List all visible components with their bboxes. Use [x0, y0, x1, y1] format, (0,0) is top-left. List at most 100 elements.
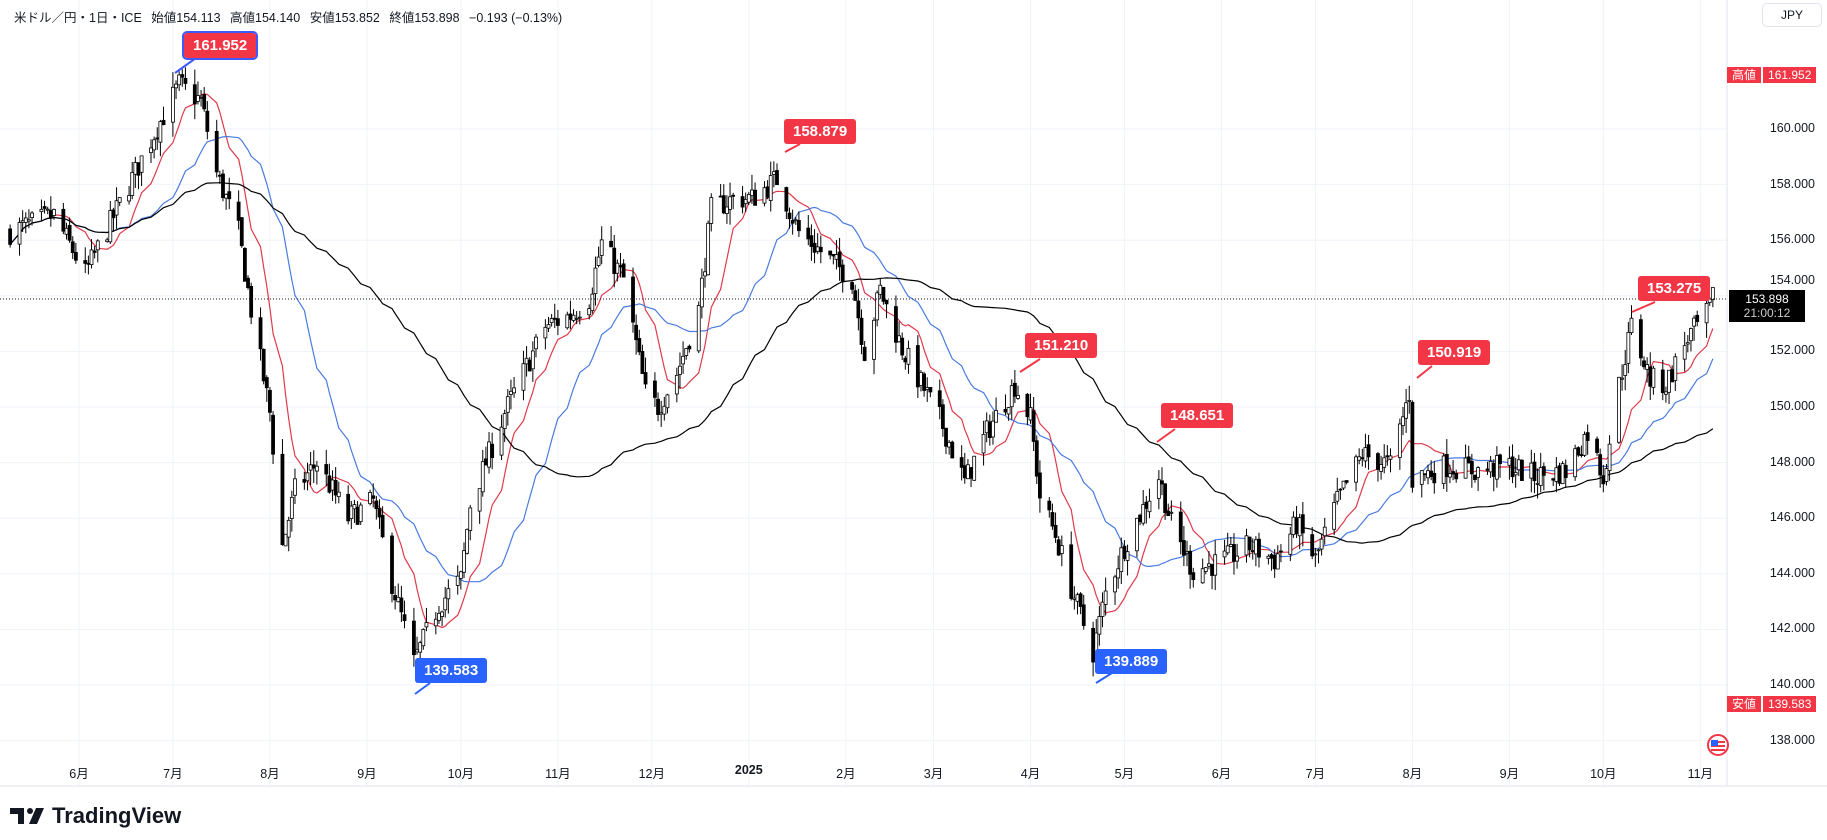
symbol-title[interactable]: 米ドル／円・1日・ICE: [14, 11, 142, 25]
brand-name: TradingView: [52, 803, 182, 828]
candle-down: [1444, 453, 1449, 478]
candle-up: [1617, 376, 1621, 443]
tradingview-logo[interactable]: TradingView: [10, 803, 181, 829]
candle-down: [1144, 501, 1149, 509]
candle-up: [502, 413, 507, 429]
candle-down: [333, 479, 338, 496]
candle-up: [133, 162, 138, 175]
candle-down: [1163, 483, 1168, 514]
candle-up: [368, 492, 372, 505]
candle-down: [653, 380, 657, 398]
candle-up: [1103, 590, 1108, 605]
candle-down: [1257, 538, 1261, 558]
candle-up: [972, 455, 977, 481]
us-flag-icon[interactable]: [1707, 734, 1729, 756]
candle-down: [239, 217, 244, 247]
candle-down: [856, 300, 861, 319]
candle-up: [1125, 551, 1130, 561]
candle-up: [1607, 443, 1612, 472]
last-price-label: 153.898 21:00:12: [1729, 290, 1805, 322]
candle-down: [1300, 514, 1305, 534]
candle-up: [424, 622, 429, 628]
candle-down: [775, 170, 779, 186]
candle-up: [1582, 434, 1587, 456]
candle-up: [177, 74, 182, 86]
candle-up: [1028, 407, 1033, 421]
candle-up: [455, 575, 460, 586]
candle-up: [543, 326, 548, 339]
callout-pointer: [784, 143, 801, 153]
callout-high[interactable]: 161.952: [181, 31, 259, 60]
price-tick: 156.000: [1769, 232, 1815, 247]
candle-up: [1507, 458, 1512, 466]
high-price-tag: 高値 161.952: [1727, 67, 1817, 83]
candle-up: [681, 355, 685, 365]
candle-down: [1551, 478, 1556, 481]
time-tick: 5月: [1114, 767, 1135, 781]
candle-up: [462, 550, 466, 573]
candle-up: [289, 496, 294, 519]
candle-down: [280, 453, 285, 545]
candle-up: [1072, 597, 1077, 600]
candle-up: [45, 208, 50, 211]
currency-button[interactable]: JPY: [1762, 3, 1822, 27]
candle-down: [180, 74, 185, 78]
candle-up: [196, 95, 200, 102]
candle-down: [621, 263, 626, 278]
candle-up: [703, 271, 707, 277]
callout-low: 139.583: [415, 658, 488, 683]
candle-up: [994, 410, 998, 423]
candle-down: [111, 209, 116, 219]
time-tick: 2025: [734, 763, 763, 777]
candle-up: [20, 220, 25, 223]
candle-down: [850, 282, 855, 290]
ma-slow-line: [9, 182, 1714, 544]
candle-up: [440, 611, 444, 617]
candle-up: [421, 629, 426, 647]
candle-up: [358, 504, 363, 523]
candle-up: [1228, 544, 1233, 547]
candle-up: [1100, 601, 1105, 617]
candle-up: [1704, 303, 1709, 324]
candle-up: [530, 350, 535, 370]
candle-up: [505, 396, 510, 413]
candle-down: [355, 506, 360, 525]
candle-down: [1191, 572, 1196, 580]
candle-down: [183, 77, 188, 84]
candle-up: [1222, 550, 1227, 558]
candle-down: [42, 206, 47, 209]
candle-down: [1279, 550, 1283, 553]
time-tick: 9月: [357, 767, 377, 781]
candle-up: [1316, 549, 1321, 552]
candle-down: [402, 614, 407, 621]
candle-up: [991, 420, 995, 438]
candle-down: [940, 404, 945, 429]
candle-up: [64, 227, 69, 235]
high-tag-value: 161.952: [1763, 67, 1817, 83]
candle-up: [524, 357, 529, 365]
candle-down: [937, 390, 942, 408]
candle-down: [784, 187, 789, 212]
callout-low: 139.889: [1095, 649, 1168, 674]
candle-up: [1626, 332, 1631, 364]
candle-up: [1382, 457, 1387, 468]
candle-down: [1232, 544, 1236, 562]
candle-down: [950, 441, 955, 459]
candle-up: [286, 519, 291, 538]
candle-down: [1432, 472, 1437, 484]
candle-down: [258, 317, 263, 350]
candle-down: [900, 337, 905, 356]
legend-open: 始値154.113: [151, 11, 221, 25]
candle-up: [1419, 470, 1424, 485]
callout-pointer: [174, 57, 197, 74]
candle-up: [1379, 464, 1383, 472]
candle-down: [1250, 550, 1255, 552]
price-tick: 144.000: [1769, 565, 1815, 580]
candle-down: [1025, 393, 1030, 418]
candle-down: [862, 346, 867, 361]
candle-up: [1253, 539, 1258, 555]
candle-up: [1629, 317, 1634, 334]
candle-up: [1135, 517, 1139, 552]
low-tag-label: 安値: [1727, 696, 1762, 712]
